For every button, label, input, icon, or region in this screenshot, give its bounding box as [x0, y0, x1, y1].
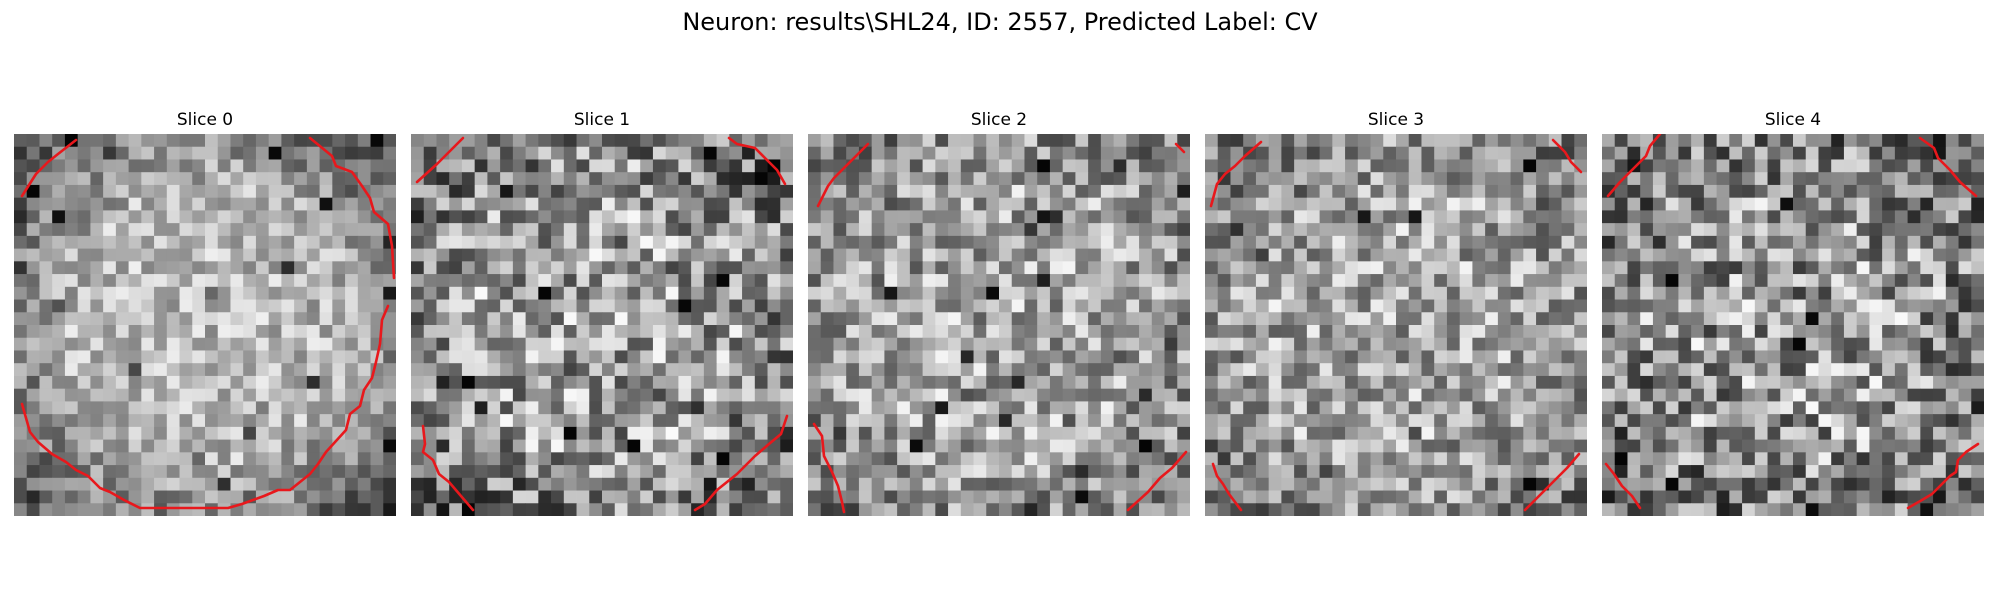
contour-line-0-2 [20, 304, 390, 510]
contour-line-4-2 [1604, 462, 1642, 510]
contour-line-1-1 [727, 136, 787, 186]
slice-title-4: Slice 4 [1764, 110, 1822, 130]
slice-panel-4: Slice 4 [1602, 0, 1984, 600]
slice-image-4 [1602, 134, 1984, 516]
slice-panel-2: Slice 2 [808, 0, 1190, 600]
contour-line-4-3 [1906, 442, 1980, 510]
contour-line-1-0 [415, 136, 465, 184]
slice-title-2: Slice 2 [970, 110, 1028, 130]
slice-image-3 [1205, 134, 1587, 516]
contour-line-1-3 [693, 414, 789, 512]
slice-title-1: Slice 1 [573, 110, 631, 130]
slice-image-0 [14, 134, 396, 516]
contour-line-3-0 [1209, 140, 1263, 208]
slice-title-3: Slice 3 [1367, 110, 1425, 130]
contour-line-3-2 [1211, 462, 1243, 512]
contour-line-2-3 [1126, 450, 1188, 512]
slice-image-2 [808, 134, 1190, 516]
contour-line-3-1 [1551, 138, 1583, 174]
slice-panel-3: Slice 3 [1205, 0, 1587, 600]
contour-line-4-0 [1606, 134, 1662, 198]
slice-panel-1: Slice 1 [411, 0, 793, 600]
slice-image-1 [411, 134, 793, 516]
contour-line-2-1 [1174, 142, 1186, 154]
figure-title: Neuron: results\SHL24, ID: 2557, Predict… [682, 8, 1318, 36]
contour-line-2-2 [812, 422, 846, 514]
contour-line-1-2 [421, 424, 475, 512]
slice-panel-0: Slice 0 [14, 0, 396, 600]
contour-line-0-1 [308, 136, 396, 280]
slice-title-0: Slice 0 [176, 110, 234, 130]
contour-line-4-1 [1918, 136, 1978, 198]
contour-line-3-3 [1523, 452, 1581, 512]
contour-line-2-0 [816, 142, 870, 208]
contour-line-0-0 [20, 138, 78, 198]
